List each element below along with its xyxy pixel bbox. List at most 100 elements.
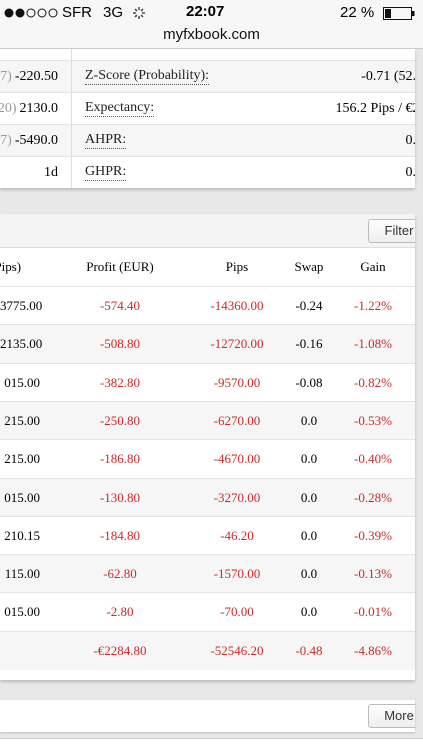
left-value: -220.50 xyxy=(14,69,58,84)
stat-label: Z-Score (Probability): xyxy=(85,68,210,85)
stats-panel: 7) -220.50 Z-Score (Probability): -0.71 (52… xyxy=(0,49,415,188)
cell: 210.15 xyxy=(4,527,40,543)
carrier: SFR xyxy=(62,4,92,21)
left-note: 7) xyxy=(0,133,12,148)
stat-label: Expectancy: xyxy=(85,100,155,117)
cell: -1570.00 xyxy=(213,566,261,582)
column-header: Profit (EUR) xyxy=(86,259,154,274)
cell: -1.22% xyxy=(354,298,392,313)
total-row: -€2284.80 -52546.20 -0.48 -4.86% xyxy=(0,630,415,670)
cell: -184.80 xyxy=(99,527,141,543)
cell: -0.53% xyxy=(354,412,392,428)
cell: -0.13% xyxy=(354,566,392,582)
trades-panel: Filter TP(Pips) Profit (EUR) Pips Swap Gain 3… xyxy=(0,214,415,680)
stats-row: 7)-5490.0 AHPR: 0.06 xyxy=(0,124,415,156)
left-value: 1d xyxy=(44,165,58,180)
cell: 2135.00 xyxy=(0,336,43,352)
stats-row: 20)2130.0 Expectancy: 156.2 Pips / €28. xyxy=(0,92,415,124)
column-header: Gain xyxy=(360,259,386,274)
total-cell: -4.86% xyxy=(354,642,392,658)
trade-row: 215.00 -186.80 -4670.00 0.0 -0.40% xyxy=(0,439,415,478)
network: 3G xyxy=(103,4,124,21)
stats-row: 7) -220.50 Z-Score (Probability): -0.71 (52… xyxy=(0,60,415,92)
stat-value: -0.71 (52.23 xyxy=(361,69,415,84)
time: 22:07 xyxy=(186,3,225,20)
cell: 215.00 xyxy=(4,412,40,428)
cell: -250.80 xyxy=(99,412,141,428)
cell: 215.00 xyxy=(4,451,40,467)
cell: -9570.00 xyxy=(213,374,261,390)
trade-row: 215.00 -250.80 -6270.00 0.0 -0.53% xyxy=(0,400,415,440)
cell: 0.0 xyxy=(300,489,318,505)
left-cell: 1d xyxy=(44,157,58,188)
cell: -70.00 xyxy=(220,604,254,620)
cell: -46.20 xyxy=(220,527,254,543)
address-bar[interactable]: myfxbook.com xyxy=(0,24,423,49)
cell: -0.16 xyxy=(295,336,323,352)
cell: 115.00 xyxy=(4,566,40,582)
header-row: TP(Pips) Profit (EUR) Pips Swap Gain xyxy=(0,248,415,286)
cell: -2.80 xyxy=(106,604,134,620)
trade-row: 015.00 -130.80 -3270.00 0.0 -0.28% xyxy=(0,477,415,517)
bottom-panel xyxy=(0,738,423,751)
left-value: -5490.0 xyxy=(14,133,58,148)
toolbar xyxy=(0,214,415,248)
cell: 0.0 xyxy=(300,451,318,467)
trade-row: 015.00 -382.80 -9570.00 -0.08 -0.82% xyxy=(0,362,415,402)
stat-value: 156.2 Pips / €28. xyxy=(335,101,415,116)
separator xyxy=(71,61,72,92)
left-note: 20) xyxy=(0,101,17,116)
cell: -4670.00 xyxy=(213,451,261,467)
url: myfxbook.com xyxy=(163,26,260,43)
battery-icon xyxy=(383,7,415,20)
column-header: Pips xyxy=(225,259,249,274)
trade-row: 015.00 -2.80 -70.00 0.0 -0.01% xyxy=(0,592,415,631)
cell: -186.80 xyxy=(99,451,141,467)
cell: -0.08 xyxy=(295,374,323,390)
total-cell: -€2284.80 xyxy=(93,642,147,658)
total-cell: -52546.20 xyxy=(210,642,264,658)
left-cell: 20) 2130.0 xyxy=(0,93,58,124)
cell: -0.39% xyxy=(354,527,392,543)
cell: 0.0 xyxy=(300,566,318,582)
cell: -0.28% xyxy=(354,489,392,505)
trade-row: 210.15 -184.80 -46.20 0.0 -0.39% xyxy=(0,515,415,555)
cell: 0.0 xyxy=(300,604,318,620)
column-header: Swap xyxy=(294,259,324,274)
stat-value: 0.06 xyxy=(405,133,416,148)
cell: -0.01% xyxy=(354,604,392,620)
cell: 0.0 xyxy=(300,527,318,543)
cell: -6270.00 xyxy=(213,412,261,428)
cell: -574.40 xyxy=(99,298,141,313)
cell: -130.80 xyxy=(99,489,141,505)
separator xyxy=(71,125,72,156)
cell: 3775.00 xyxy=(0,298,43,313)
trade-row: 115.00 -62.80 -1570.00 0.0 -0.13% xyxy=(0,554,415,594)
cell: -382.80 xyxy=(99,374,141,390)
cell: -62.80 xyxy=(103,566,137,582)
cell: 015.00 xyxy=(4,374,40,390)
signal-icon xyxy=(4,8,58,18)
cell: -0.82% xyxy=(354,374,392,390)
stat-value: 0.06 xyxy=(405,165,416,180)
total-cell: -0.48 xyxy=(295,642,323,658)
stat-label: AHPR: xyxy=(85,132,127,149)
status-bar: SFR 3G 22:07 22 % xyxy=(0,0,423,26)
cell: -14360.00 xyxy=(210,298,264,313)
cell: 015.00 xyxy=(4,489,40,505)
cell: 015.00 xyxy=(4,604,40,620)
cell: -508.80 xyxy=(99,336,141,352)
cut-row xyxy=(0,49,415,61)
left-value: 2130.0 xyxy=(19,101,59,116)
trade-row: 3775.00 -574.40 -14360.00 -0.24 -1.22% xyxy=(0,286,415,325)
left-cell: 7) -5490.0 xyxy=(0,125,58,156)
left-cell: 7) -220.50 xyxy=(0,61,58,92)
cell: -1.08% xyxy=(354,336,392,352)
cell: -12720.00 xyxy=(210,336,264,352)
stats-row: 1d GHPR: 0.06 xyxy=(0,156,415,188)
filter-button[interactable]: Filter xyxy=(368,219,415,243)
cell: 0.0 xyxy=(300,412,318,428)
more-button[interactable]: More xyxy=(368,704,415,728)
activity-spinner xyxy=(133,7,145,19)
